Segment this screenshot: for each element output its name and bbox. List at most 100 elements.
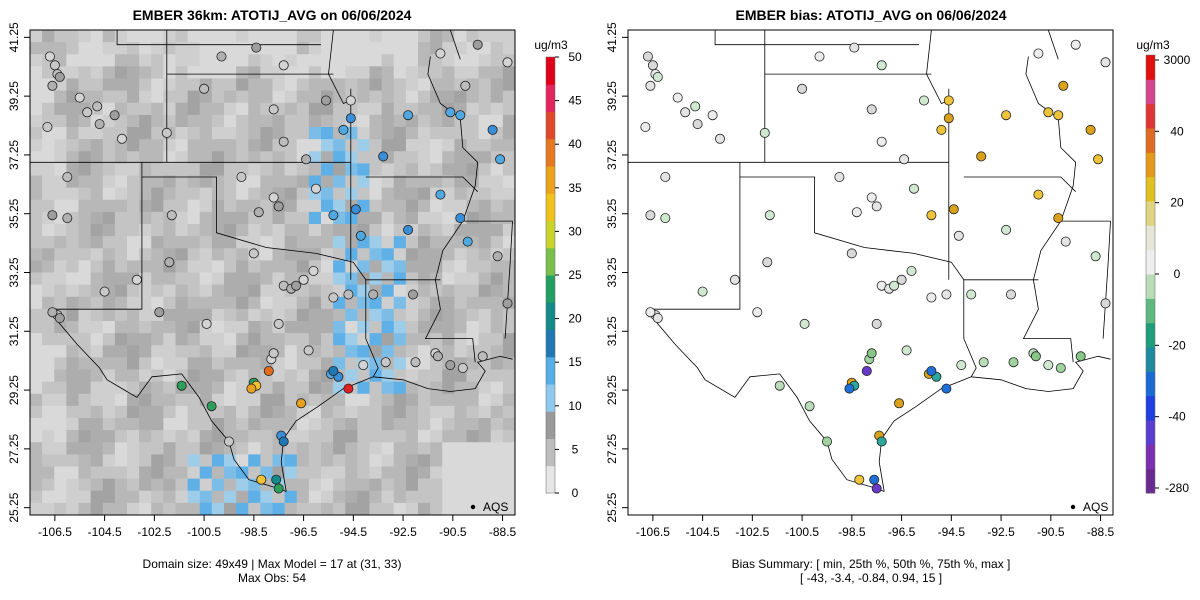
grid-cell — [175, 260, 189, 273]
grid-cell — [442, 442, 455, 455]
grid-cell — [90, 321, 104, 334]
state-border — [1025, 56, 1077, 280]
grid-cell — [30, 224, 43, 237]
grid-cell — [321, 466, 334, 480]
grid-cell — [114, 357, 128, 370]
grid-cell — [502, 466, 516, 480]
station-point — [1001, 224, 1012, 235]
grid-cell — [490, 454, 504, 467]
left-legend-label: AQS — [483, 500, 508, 514]
station-point — [1085, 124, 1096, 135]
grid-cell — [478, 224, 492, 237]
grid-cell — [333, 442, 346, 455]
grid-cell — [175, 187, 189, 201]
grid-cell — [345, 478, 358, 492]
grid-cell — [114, 224, 128, 237]
grid-cell — [199, 502, 213, 516]
grid-cell — [151, 42, 164, 55]
grid-cell — [369, 127, 383, 140]
grid-cell — [30, 405, 43, 419]
grid-cell — [333, 272, 346, 286]
station-point — [642, 51, 653, 62]
grid-cell — [224, 296, 237, 310]
grid-cell — [381, 272, 395, 286]
grid-cell — [454, 430, 467, 443]
grid-cell — [139, 466, 152, 480]
grid-cell — [333, 224, 346, 237]
station-point — [345, 95, 356, 106]
grid-cell — [199, 90, 213, 104]
grid-cell — [502, 163, 516, 176]
grid-cell — [139, 30, 152, 43]
grid-cell — [333, 454, 346, 467]
grid-cell — [381, 502, 395, 516]
grid-cell — [369, 211, 383, 225]
grid-cell — [284, 405, 298, 419]
grid-cell — [30, 442, 43, 455]
grid-cell — [54, 236, 67, 249]
grid-cell — [418, 163, 431, 176]
grid-cell — [248, 284, 261, 298]
grid-cell — [260, 272, 273, 286]
grid-cell — [357, 66, 370, 79]
grid-cell — [248, 114, 261, 128]
grid-cell — [236, 442, 249, 455]
grid-cell — [321, 272, 334, 286]
grid-cell — [260, 139, 273, 152]
grid-cell — [78, 139, 92, 152]
station-point — [690, 101, 701, 112]
state-border — [52, 309, 287, 492]
y-tick-label: 33.25 — [7, 257, 21, 287]
grid-cell — [90, 308, 104, 322]
grid-cell — [199, 478, 213, 492]
grid-cell — [345, 248, 358, 261]
grid-cell — [90, 175, 104, 189]
grid-cell — [466, 248, 480, 261]
colorbar-segment — [1146, 274, 1155, 299]
grid-cell — [90, 345, 104, 358]
grid-cell — [187, 478, 201, 492]
grid-cell — [139, 381, 152, 395]
grid-cell — [284, 393, 298, 407]
station-point — [866, 192, 877, 203]
grid-cell — [381, 333, 395, 346]
grid-cell — [502, 175, 516, 189]
grid-cell — [54, 454, 67, 467]
grid-cell — [272, 260, 286, 273]
grid-cell — [260, 308, 273, 322]
grid-cell — [187, 308, 201, 322]
grid-cell — [248, 30, 261, 43]
grid-cell — [296, 236, 310, 249]
grid-cell — [478, 272, 492, 286]
station-point — [495, 154, 506, 165]
grid-cell — [211, 357, 225, 370]
grid-cell — [102, 321, 116, 334]
grid-cell — [211, 163, 225, 176]
grid-cell — [199, 199, 213, 213]
grid-cell — [296, 102, 310, 116]
station-point — [715, 133, 726, 144]
grid-cell — [478, 248, 492, 261]
station-point — [236, 171, 247, 182]
grid-cell — [224, 90, 237, 104]
state-border — [424, 279, 476, 363]
grid-cell — [102, 393, 116, 407]
grid-cell — [321, 187, 334, 201]
grid-cell — [127, 357, 140, 370]
grid-cell — [224, 418, 237, 431]
station-point — [410, 357, 421, 368]
grid-cell — [187, 442, 201, 455]
grid-cell — [187, 102, 201, 116]
grid-cell — [224, 163, 237, 176]
grid-cell — [102, 454, 116, 467]
grid-cell — [151, 478, 164, 492]
station-point — [645, 80, 656, 91]
grid-cell — [66, 296, 79, 310]
grid-cell — [42, 187, 55, 201]
grid-cell — [163, 442, 176, 455]
grid-cell — [272, 114, 286, 128]
grid-cell — [333, 405, 346, 419]
grid-cell — [272, 90, 286, 104]
grid-cell — [418, 490, 431, 504]
grid-cell — [454, 66, 467, 79]
